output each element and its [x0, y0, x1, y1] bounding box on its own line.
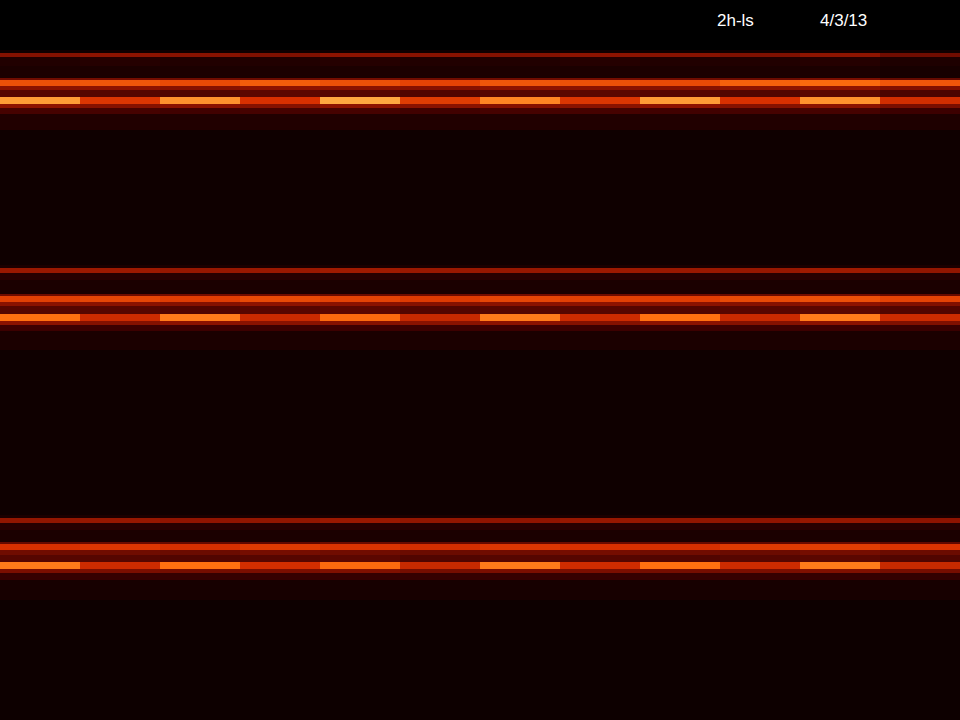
svg-text:4/3/13: 4/3/13 [820, 11, 867, 30]
svg-text:2h-ls: 2h-ls [717, 11, 754, 30]
